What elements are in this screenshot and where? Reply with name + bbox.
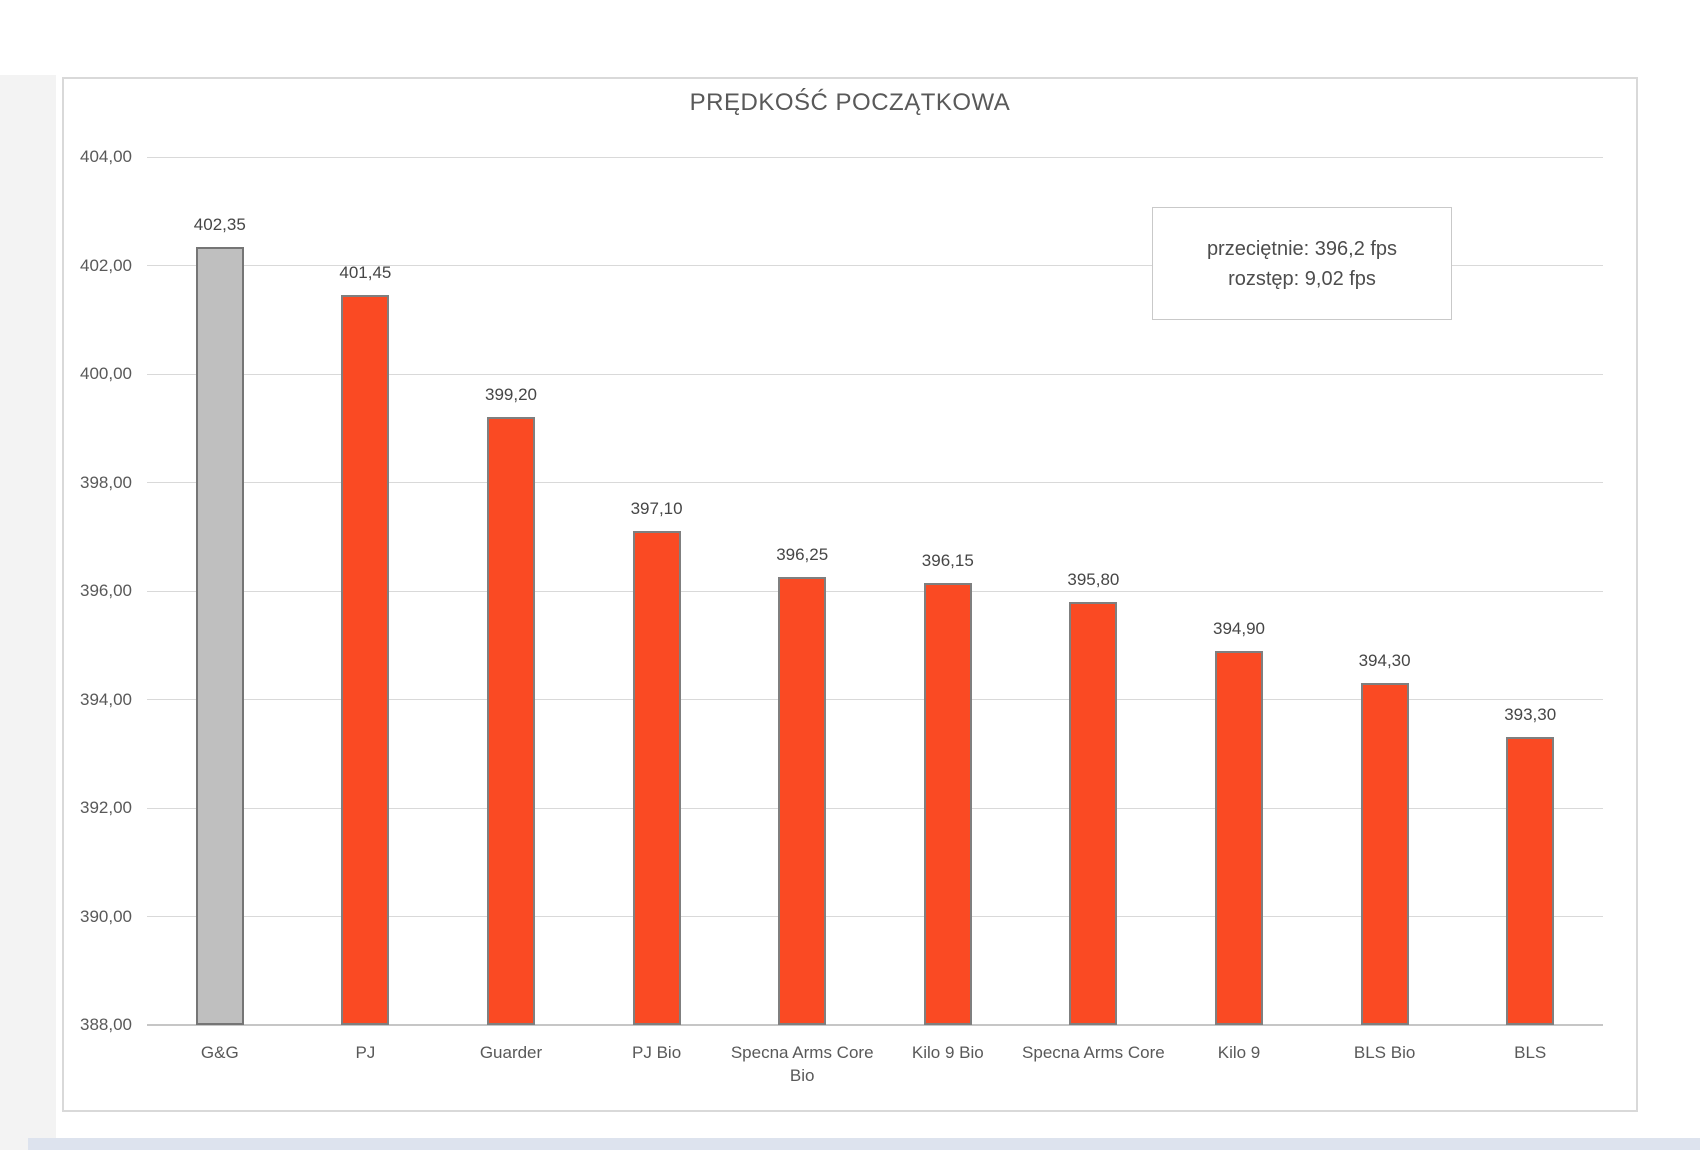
gridline — [147, 699, 1603, 700]
bar — [1215, 650, 1263, 1025]
x-axis-category-label: BLS Bio — [1353, 1043, 1416, 1062]
gridline — [147, 916, 1603, 917]
y-axis-tick-label: 394,00 — [80, 689, 132, 709]
bar — [923, 582, 972, 1025]
y-axis-tick-label: 404,00 — [80, 147, 132, 166]
x-axis-category-label: BLS — [1514, 1043, 1547, 1062]
y-axis-tick-label: 402,00 — [80, 255, 132, 275]
y-axis-tick-label: 398,00 — [80, 472, 132, 492]
annotation-box: przeciętnie: 396,2 fps rozstęp: 9,02 fps — [1152, 207, 1452, 320]
x-axis-category-label: Guarder — [479, 1043, 543, 1062]
bar-value-label: 396,15 — [921, 550, 974, 570]
chart-title: PRĘDKOŚĆ POCZĄTKOWA — [689, 89, 1011, 116]
annotation-line-1: przeciętnie: 396,2 fps — [1206, 237, 1398, 260]
annotation-line-2: rozstęp: 9,02 fps — [1228, 267, 1376, 290]
bar — [1069, 601, 1118, 1025]
bar — [778, 577, 827, 1025]
x-axis-line — [147, 1024, 1603, 1026]
x-axis-category-label: Kilo 9 — [1217, 1043, 1261, 1062]
y-axis-tick-label: 400,00 — [80, 364, 132, 383]
y-axis-tick-label: 390,00 — [80, 906, 132, 926]
bar-value-label: 395,80 — [1067, 569, 1120, 589]
bar-value-label: 394,90 — [1213, 618, 1265, 638]
left-gutter — [0, 75, 56, 1150]
gridline — [147, 156, 1603, 158]
bar — [632, 531, 681, 1025]
gridline — [147, 590, 1603, 592]
bar-value-label: 401,45 — [339, 263, 392, 283]
bar — [1360, 683, 1409, 1025]
gridline — [147, 807, 1603, 809]
bar — [1506, 737, 1555, 1025]
y-axis-tick-label: 392,00 — [80, 798, 132, 817]
x-axis-category-label: G&G — [200, 1043, 239, 1062]
y-axis-tick-label: 396,00 — [80, 581, 132, 600]
gridline — [147, 482, 1603, 483]
bar — [487, 417, 535, 1025]
x-axis-category-label: PJ Bio — [632, 1043, 682, 1062]
bottom-scroll-band — [28, 1138, 1700, 1150]
bar-value-label: 393,30 — [1504, 705, 1557, 725]
bar-value-label: 402,35 — [193, 214, 246, 234]
bar-value-label: 394,30 — [1358, 651, 1411, 671]
x-axis-category-label: Specna Arms Core — [1022, 1043, 1165, 1062]
bar — [341, 295, 390, 1025]
bar-value-label: 399,20 — [485, 385, 537, 405]
x-axis-category-label: Specna Arms Core Bio — [730, 1043, 874, 1085]
bar-value-label: 396,25 — [776, 545, 829, 565]
bar — [195, 246, 244, 1025]
x-axis-category-label: Kilo 9 Bio — [911, 1043, 984, 1062]
bar-value-label: 397,10 — [630, 499, 683, 519]
x-axis-category-label: PJ — [355, 1043, 376, 1062]
y-axis-tick-label: 388,00 — [80, 1015, 132, 1034]
gridline — [147, 265, 1603, 266]
gridline — [147, 373, 1603, 375]
